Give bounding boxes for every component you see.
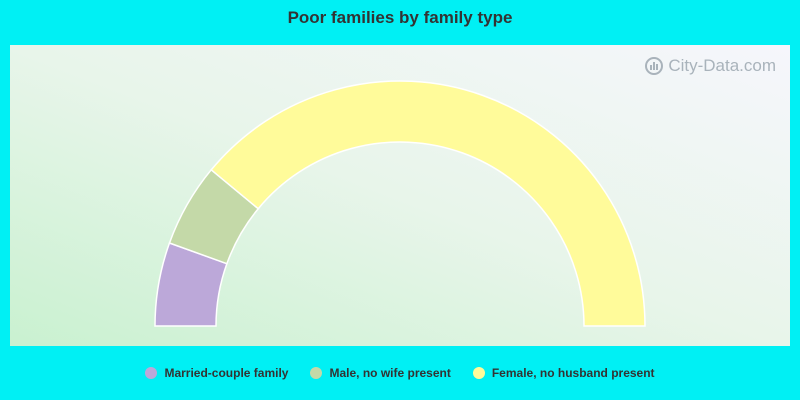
legend-swatch: [145, 367, 158, 379]
slice-female-no-husband-present[interactable]: [210, 80, 646, 327]
legend-label: Female, no husband present: [491, 366, 655, 380]
legend-item: Male, no wife present: [310, 366, 451, 380]
legend-item: Female, no husband present: [472, 366, 655, 380]
watermark-text: City-Data.com: [668, 56, 776, 75]
watermark: City-Data.com: [644, 56, 776, 76]
chart-title: Poor families by family type: [287, 8, 513, 27]
legend-label: Male, no wife present: [329, 366, 451, 380]
half-donut-chart: [154, 80, 646, 327]
legend: Married-couple family Male, no wife prese…: [0, 365, 800, 381]
city-data-logo-icon: [645, 57, 664, 75]
legend-swatch: [472, 367, 485, 379]
plot-area: City-Data.com: [10, 45, 790, 346]
legend-item: Married-couple family: [145, 366, 288, 380]
legend-swatch: [310, 367, 323, 379]
legend-label: Married-couple family: [164, 366, 289, 380]
